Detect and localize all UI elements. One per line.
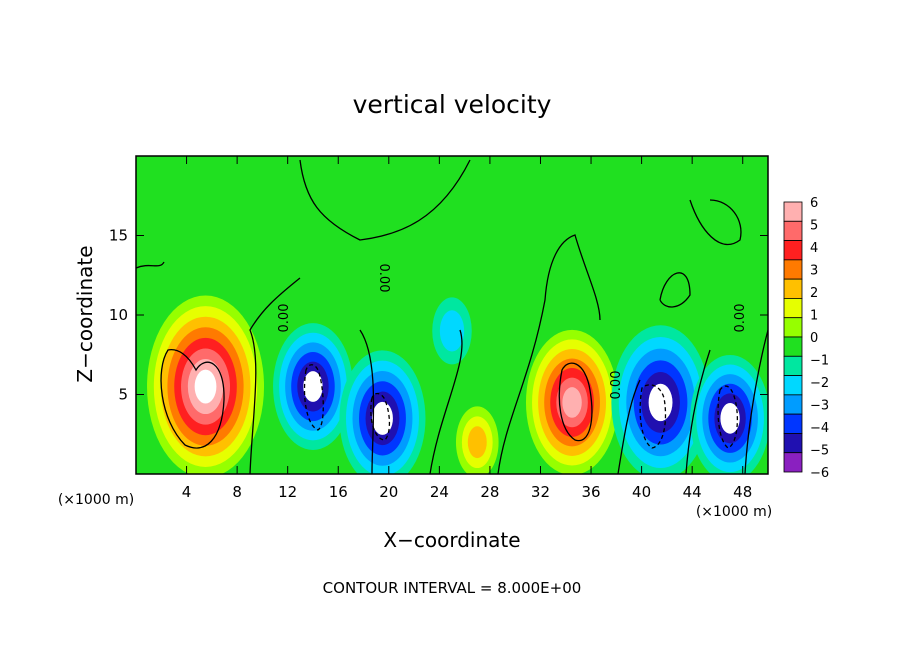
negative-contour bbox=[303, 364, 324, 431]
plot-area: 0.00 0.00 0.00 0.00 4 8 12 16 20 24 28 32 36 40 44… bbox=[109, 155, 769, 501]
x-tick-label: 4 bbox=[182, 483, 192, 501]
y-tick-label: 10 bbox=[109, 306, 128, 324]
zero-contour bbox=[136, 159, 768, 474]
field-level-positive bbox=[467, 426, 487, 459]
contour-label: 0.00 bbox=[609, 371, 624, 400]
z-unit-label: (×1000 m) bbox=[58, 492, 134, 508]
x-tick-label: 8 bbox=[232, 483, 242, 501]
x-unit-label: (×1000 m) bbox=[696, 504, 772, 520]
contour-interval-label: CONTOUR INTERVAL = 8.000E+00 bbox=[323, 579, 582, 597]
contour-lines bbox=[136, 159, 768, 474]
y-axis-label: Z−coordinate bbox=[73, 245, 97, 382]
colorbar-swatch bbox=[783, 317, 803, 338]
colorbar-swatch bbox=[783, 433, 803, 454]
colorbar-swatch bbox=[783, 375, 803, 396]
positive-contour bbox=[160, 349, 225, 449]
field-level-positive bbox=[562, 387, 582, 418]
y-axis: 5 10 15 bbox=[109, 227, 768, 404]
x-tick-label: 28 bbox=[480, 483, 499, 501]
colorbar-tick-label: 0 bbox=[810, 331, 818, 346]
colorbar-tick-label: −3 bbox=[810, 399, 829, 414]
field-level-positive bbox=[194, 369, 217, 404]
contour-label: 0.00 bbox=[277, 304, 292, 333]
colorbar-tick-label: −6 bbox=[810, 466, 829, 481]
colorbar-swatch bbox=[783, 336, 803, 357]
x-tick-label: 48 bbox=[733, 483, 752, 501]
field-level-negative bbox=[648, 383, 673, 422]
colorbar-swatch bbox=[783, 259, 803, 280]
colorbar-tick-label: 2 bbox=[810, 286, 818, 301]
colorbar-tick-label: −4 bbox=[810, 421, 829, 436]
x-tick-label: 32 bbox=[531, 483, 550, 501]
field-level-negative bbox=[303, 371, 323, 402]
colorbar-tick-label: −2 bbox=[810, 376, 829, 391]
colorbar-tick-label: −5 bbox=[810, 444, 829, 459]
colorbar-swatch bbox=[783, 452, 803, 473]
colorbar-tick-label: −1 bbox=[810, 354, 829, 369]
y-tick-label: 15 bbox=[109, 227, 128, 245]
colorbar-tick-label: 3 bbox=[810, 264, 818, 279]
colorbar-swatch bbox=[783, 355, 803, 376]
colorbar-swatch bbox=[783, 394, 803, 415]
positive-contour bbox=[558, 362, 593, 442]
negative-contour bbox=[370, 392, 391, 441]
y-tick-label: 5 bbox=[118, 386, 128, 404]
colorbar-swatch bbox=[783, 240, 803, 261]
colorbar-swatch bbox=[783, 278, 803, 299]
field-level-negative bbox=[720, 402, 740, 434]
colorbar: 6 5 4 3 2 1 0 −1 −2 −3 −4 −5 −6 bbox=[783, 196, 829, 481]
field-level-negative bbox=[439, 310, 465, 352]
x-axis-label: X−coordinate bbox=[383, 528, 520, 552]
x-tick-label: 36 bbox=[581, 483, 600, 501]
colorbar-tick-label: 5 bbox=[810, 219, 818, 234]
negative-contour bbox=[717, 385, 739, 449]
x-axis: 4 8 12 16 20 24 28 32 36 40 44 48 bbox=[182, 156, 752, 501]
x-tick-label: 12 bbox=[278, 483, 297, 501]
contour-label: 0.00 bbox=[376, 264, 391, 293]
colorbar-tick-label: 1 bbox=[810, 309, 818, 324]
colorbar-swatch bbox=[783, 413, 803, 434]
x-tick-label: 44 bbox=[683, 483, 702, 501]
colorbar-tick-label: 4 bbox=[810, 241, 818, 256]
x-tick-label: 20 bbox=[379, 483, 398, 501]
x-tick-label: 24 bbox=[430, 483, 449, 501]
x-tick-label: 16 bbox=[329, 483, 348, 501]
colorbar-swatch bbox=[783, 220, 803, 241]
colorbar-tick-label: 6 bbox=[810, 196, 818, 211]
colorbar-swatch bbox=[783, 298, 803, 319]
x-tick-label: 40 bbox=[632, 483, 651, 501]
chart-title: vertical velocity bbox=[353, 90, 552, 119]
colorbar-swatch bbox=[783, 201, 803, 222]
negative-contour bbox=[639, 384, 667, 449]
contour-label: 0.00 bbox=[733, 304, 748, 333]
